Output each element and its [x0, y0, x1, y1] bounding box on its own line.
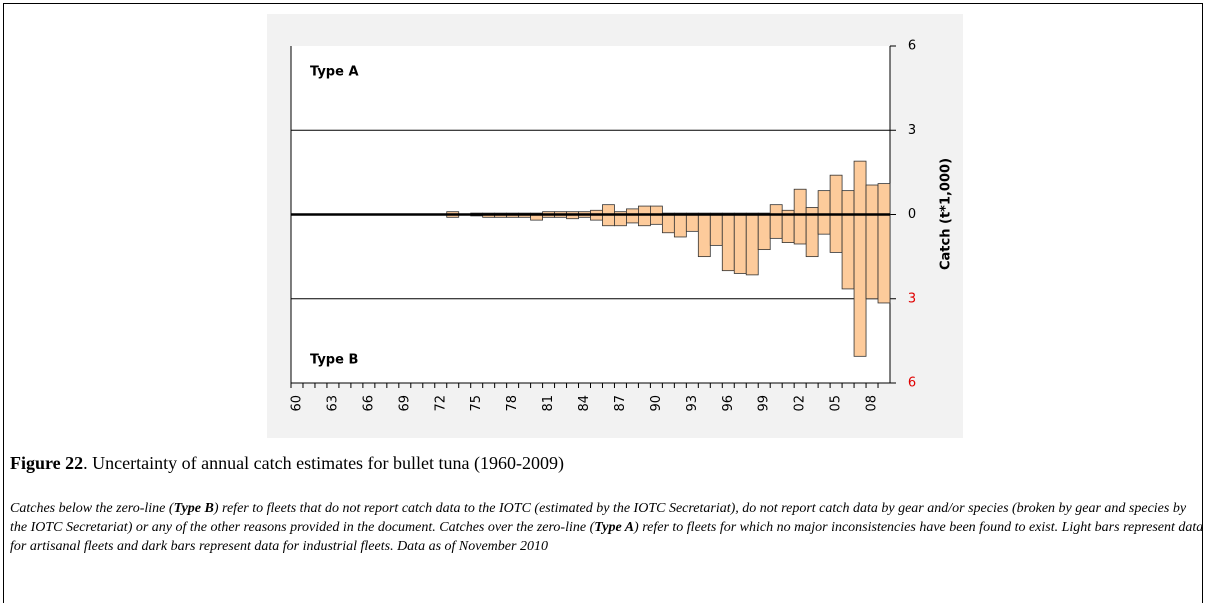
caption-label: Figure 22 [10, 453, 84, 473]
x-tick-label: 63 [325, 395, 340, 412]
bar [817, 214, 831, 235]
y-tick-label: 6 [908, 39, 916, 54]
y-tick-label: 3 [908, 123, 916, 138]
caption-text: . Uncertainty of annual catch estimates … [83, 453, 565, 473]
note-text: Catches below the zero-line ( [10, 501, 174, 516]
y-tick-label: 6 [908, 376, 916, 391]
x-tick-label: 05 [829, 395, 844, 412]
bar [602, 214, 615, 227]
x-tick-label: 60 [289, 395, 304, 412]
x-tick-label: 81 [541, 395, 556, 412]
bar [877, 214, 891, 304]
note-emphasis: Type A [594, 520, 635, 535]
bar [817, 190, 831, 215]
bar [793, 214, 807, 245]
bar [853, 214, 867, 357]
x-tick-label: 72 [433, 395, 448, 412]
bar [769, 204, 783, 215]
bar [829, 174, 843, 215]
bar [626, 214, 639, 224]
note-text: ) refer to fleets for which no major inc… [10, 520, 1204, 554]
bar [697, 214, 711, 258]
x-tick-label: 96 [721, 395, 736, 412]
bar [805, 214, 819, 258]
bar [841, 190, 855, 215]
bar [829, 214, 843, 253]
bar [602, 204, 615, 215]
bar [733, 214, 747, 274]
annotation: Type A [310, 65, 359, 80]
bar [865, 214, 879, 300]
bar [661, 214, 675, 234]
bar [877, 183, 891, 215]
x-tick-label: 02 [793, 395, 808, 412]
x-tick-label: 78 [505, 395, 520, 412]
bar [650, 205, 663, 215]
annotation: Type B [310, 353, 358, 368]
x-tick-label: 99 [757, 395, 772, 412]
x-tick-label: 84 [577, 395, 592, 412]
x-tick-label: 08 [865, 395, 880, 412]
x-tick-label: 66 [361, 395, 376, 412]
bar [757, 214, 771, 251]
bar [709, 214, 723, 246]
bar [673, 214, 687, 238]
bar [865, 184, 879, 215]
bar [841, 214, 855, 290]
bar [793, 188, 807, 215]
bar [685, 214, 699, 232]
note-text: ) refer to fleets that do not report cat… [10, 501, 1187, 535]
caption: Figure 22. Uncertainty of annual catch e… [10, 453, 564, 474]
bar [721, 214, 735, 272]
bar [638, 214, 651, 227]
bar [614, 214, 627, 227]
y-tick-label: 0 [908, 207, 916, 222]
x-tick-label: 87 [613, 395, 628, 412]
x-tick-label: 69 [397, 395, 412, 412]
y-axis-title: Catch (t*1,000) [939, 158, 954, 270]
bar [638, 205, 651, 215]
y-tick-label: 3 [908, 291, 916, 306]
bar [781, 214, 795, 243]
bar [769, 214, 783, 239]
bar [745, 214, 759, 276]
x-tick-label: 75 [469, 395, 484, 412]
page-frame [3, 3, 1203, 603]
x-tick-label: 93 [685, 395, 700, 412]
x-tick-label: 90 [649, 395, 664, 412]
bar [853, 160, 867, 215]
note-emphasis: Type B [173, 501, 214, 516]
note: Catches below the zero-line (Type B) ref… [10, 499, 1205, 556]
bar [650, 214, 663, 225]
